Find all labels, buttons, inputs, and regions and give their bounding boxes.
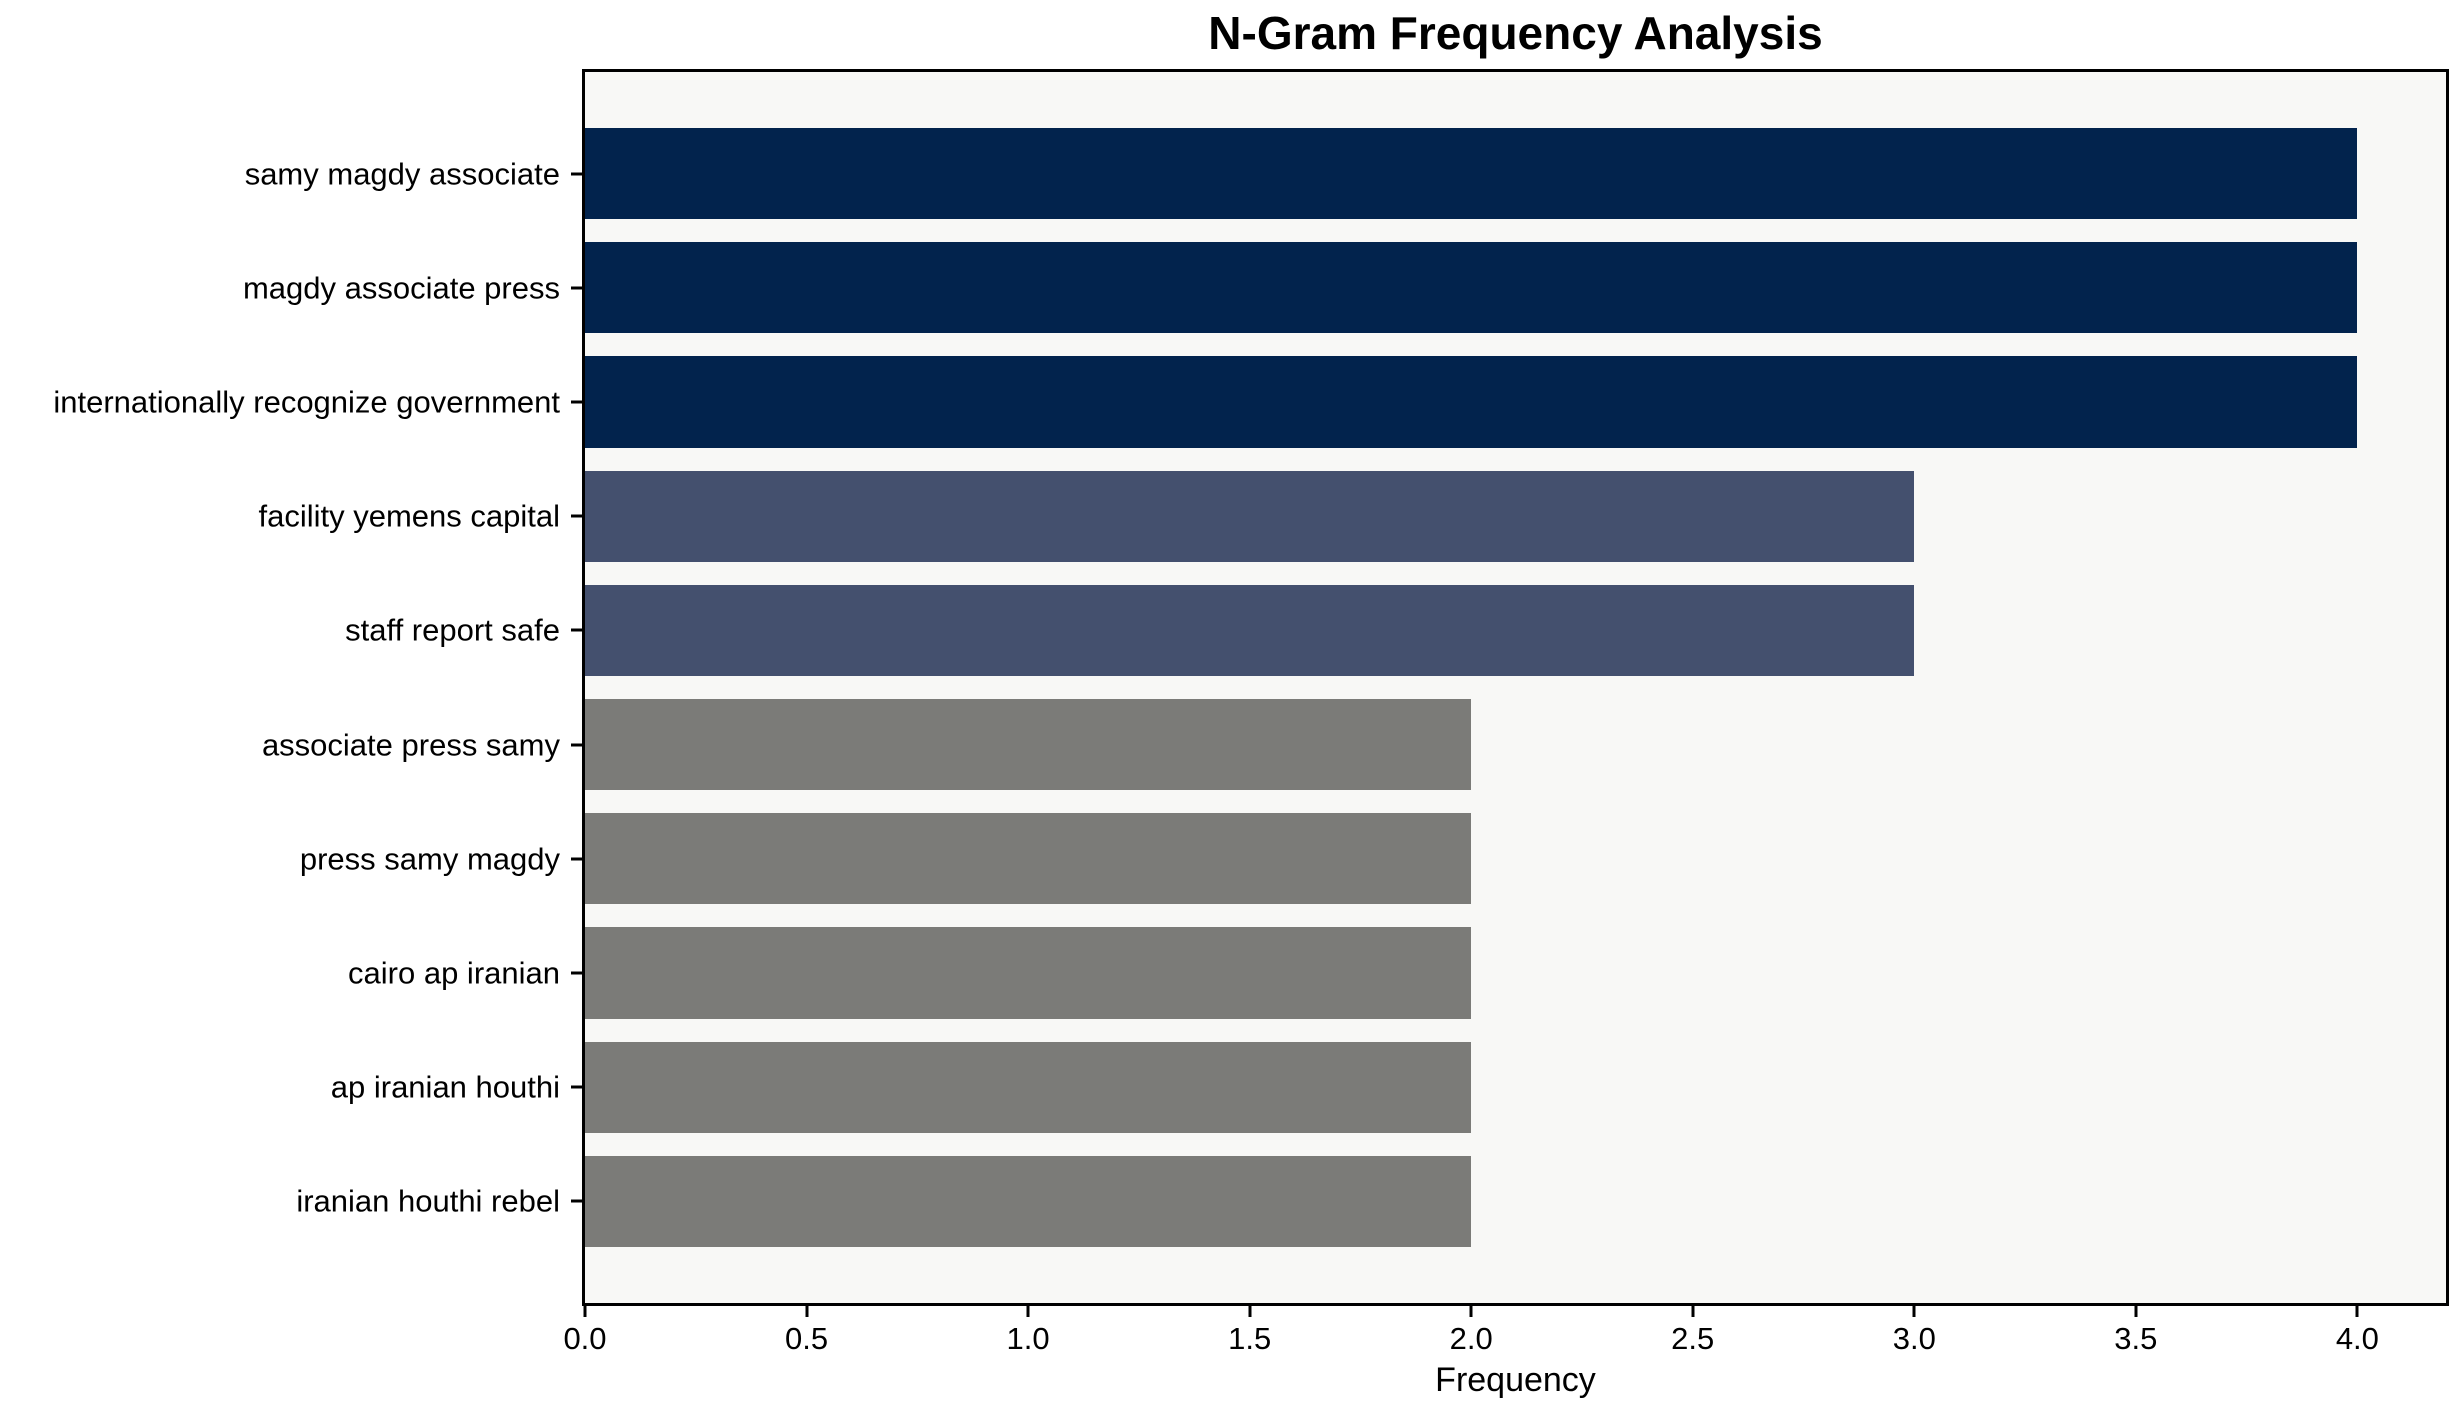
- y-tick-mark: [571, 857, 582, 861]
- y-tick-mark: [571, 514, 582, 518]
- y-tick-mark: [571, 172, 582, 176]
- y-tick-label: cairo ap iranian: [348, 955, 560, 991]
- x-tick-mark: [1248, 1306, 1252, 1317]
- bar-samy-magdy-associate: [585, 127, 2358, 220]
- y-tick-label: staff report safe: [345, 612, 560, 648]
- y-tick-label: facility yemens capital: [258, 498, 560, 534]
- y-tick-label: samy magdy associate: [244, 156, 560, 192]
- y-tick-mark: [571, 286, 582, 290]
- bar-cairo-ap-iranian: [585, 927, 1472, 1019]
- x-tick-mark: [805, 1306, 809, 1317]
- bar-ap-iranian-houthi: [585, 1041, 1472, 1133]
- bar-iranian-houthi-rebel: [585, 1155, 1472, 1248]
- x-tick-label: 0.0: [563, 1321, 607, 1356]
- x-tick-label: 0.5: [784, 1321, 829, 1356]
- y-tick-label: associate press samy: [261, 727, 560, 763]
- y-tick-mark: [571, 400, 582, 404]
- x-tick-label: 2.5: [1671, 1321, 1715, 1356]
- bar-facility-yemens-capital: [585, 470, 1915, 562]
- y-tick-label: iranian houthi rebel: [296, 1183, 560, 1219]
- chart-title: N-Gram Frequency Analysis: [1208, 7, 1823, 59]
- bar-associate-press-samy: [585, 698, 1472, 791]
- x-tick-mark: [2355, 1306, 2359, 1317]
- x-tick-label: 3.0: [1892, 1321, 1936, 1356]
- x-tick-mark: [583, 1306, 587, 1317]
- y-tick-label: magdy associate press: [242, 270, 560, 306]
- x-tick-mark: [2134, 1306, 2138, 1317]
- x-tick-mark: [1691, 1306, 1695, 1317]
- x-tick-mark: [1912, 1306, 1916, 1317]
- x-tick-label: 4.0: [2335, 1321, 2379, 1356]
- y-tick-label: ap iranian houthi: [330, 1069, 560, 1105]
- bar-press-samy-magdy: [585, 813, 1472, 905]
- x-tick-label: 2.0: [1449, 1321, 1493, 1356]
- y-tick-mark: [571, 971, 582, 975]
- x-tick-label: 1.5: [1228, 1321, 1272, 1356]
- bar-magdy-associate-press: [585, 242, 2358, 334]
- y-tick-mark: [571, 743, 582, 747]
- x-tick-label: 3.5: [2114, 1321, 2158, 1356]
- x-tick-mark: [1026, 1306, 1030, 1317]
- bar-internationally-recognize-government: [585, 356, 2358, 448]
- bar-staff-report-safe: [585, 584, 1915, 677]
- y-tick-mark: [571, 1085, 582, 1089]
- x-tick-mark: [1469, 1306, 1473, 1317]
- y-tick-label: press samy magdy: [299, 841, 560, 877]
- y-tick-mark: [571, 628, 582, 632]
- x-axis-title: Frequency: [1435, 1361, 1596, 1399]
- x-tick-label: 1.0: [1006, 1321, 1050, 1356]
- y-tick-label: internationally recognize government: [53, 384, 560, 420]
- y-tick-mark: [571, 1199, 582, 1203]
